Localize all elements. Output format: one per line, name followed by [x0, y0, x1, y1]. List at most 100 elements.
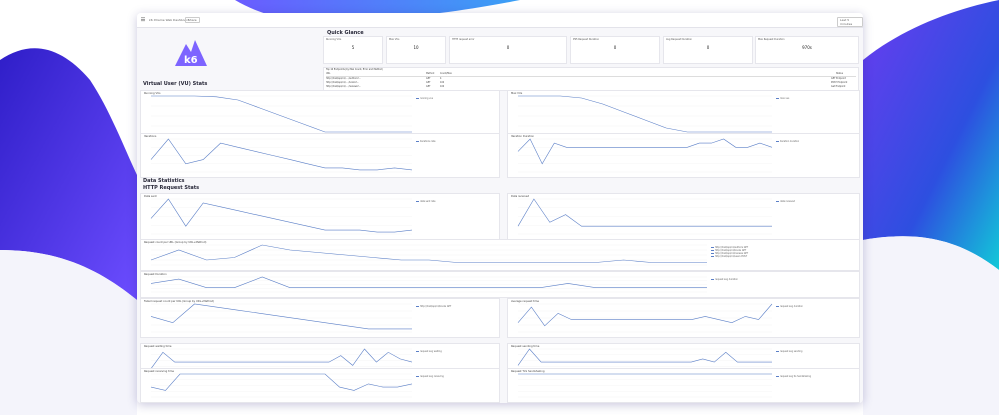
panel-title: Request sending time	[511, 345, 540, 348]
panel-p10[interactable]: Average request time request avg duration	[507, 298, 860, 338]
legend-item[interactable]: request avg duration	[711, 278, 738, 281]
legend-item[interactable]: http://host/api/v1/books GET	[711, 249, 746, 252]
stat-label: P95 Request Duration	[573, 38, 600, 41]
legend-item[interactable]: request avg waiting	[416, 350, 442, 353]
legend-item[interactable]: http://host/api/v1/books GET	[416, 305, 451, 308]
panel-title: Data received	[511, 195, 530, 198]
stat-value: 5	[351, 45, 355, 50]
panel-title: Request Duration	[144, 273, 167, 276]
top-bar: k6 Xtreme Web Dashboard Share Last 5 min…	[137, 13, 863, 28]
share-button[interactable]: Share	[185, 17, 200, 23]
stat-value: 0	[706, 45, 710, 50]
svg-text:k6: k6	[184, 55, 198, 66]
stat-card: Max VUs 10	[386, 36, 446, 64]
panel-title: Request waiting time	[144, 345, 172, 348]
legend-item[interactable]: request avg receiving	[416, 375, 444, 378]
stat-card: HTTP request error 0	[449, 36, 567, 64]
panel-p14[interactable]: Request TLS handshaking request avg tls h…	[507, 368, 860, 403]
legend-swatch	[416, 376, 419, 377]
panel-title: Request TLS handshaking	[511, 370, 545, 373]
line-chart	[150, 198, 413, 235]
stat-label: Avg Request Duration	[666, 38, 693, 41]
table-title: Top 10 Endpoints (by Max Count, Error an…	[326, 68, 383, 71]
series-line	[517, 198, 772, 227]
endpoints-table: Top 10 Endpoints (by Max Count, Error an…	[323, 67, 859, 91]
line-chart	[150, 276, 707, 293]
table-row[interactable]: http://host/api/v1/... /books?... GET 100 P…	[326, 81, 848, 84]
data-section-title: Data Statistics	[143, 178, 185, 184]
legend-swatch	[776, 376, 779, 377]
table-header: URL Method Count/Max Status	[326, 72, 856, 77]
legend-item[interactable]: request avg tls handshaking	[776, 375, 811, 378]
legend-item[interactable]: http://host/api/v1/authors GET	[711, 246, 748, 249]
stat-label: HTTP request error	[452, 38, 475, 41]
series-line	[150, 373, 413, 391]
series-line	[517, 348, 772, 366]
legend-swatch	[711, 279, 714, 280]
legend-item[interactable]: running vus	[416, 97, 433, 100]
legend-swatch	[776, 306, 779, 307]
panel-p6[interactable]: Data received data received	[507, 193, 860, 240]
http-section-title: HTTP Request Stats	[143, 185, 200, 191]
panel-p9[interactable]: Failed request count per URL (Group by U…	[140, 298, 500, 338]
series-line	[150, 276, 707, 288]
stat-value: 0	[506, 45, 510, 50]
legend-item[interactable]: http://host/api/v1/reviews GET	[711, 252, 748, 255]
legend-swatch	[776, 141, 779, 142]
stat-value: 970s	[802, 45, 812, 50]
panel-p4[interactable]: Iteration Duration iteration duration	[507, 133, 860, 178]
legend-item[interactable]: data sent rate	[416, 200, 436, 203]
panel-p7[interactable]: Request count per URL (Group by URL+Meth…	[140, 239, 860, 271]
dashboard-window: k6 Xtreme Web Dashboard Share Last 5 min…	[137, 13, 863, 403]
line-chart	[150, 373, 413, 398]
legend-item[interactable]: max vus	[776, 97, 789, 100]
legend-swatch	[776, 351, 779, 352]
legend-item[interactable]: iterations rate	[416, 140, 436, 143]
series-line	[517, 138, 773, 165]
panel-title: Request count per URL (Group by URL+Meth…	[144, 241, 207, 244]
stat-value: 10	[413, 45, 419, 50]
panel-title: Running VUs	[144, 92, 161, 95]
legend-swatch	[711, 253, 714, 254]
stat-label: Max Request Duration	[758, 38, 785, 41]
stat-label: Max VUs	[389, 38, 400, 41]
line-chart	[150, 138, 413, 173]
panel-p3[interactable]: Iterations iterations rate	[140, 133, 500, 178]
panel-p13[interactable]: Request receiving time request avg receiv…	[140, 368, 500, 403]
legend-swatch	[776, 201, 779, 202]
quick-glance-title: Quick Glance	[327, 30, 364, 36]
vu-section-title: Virtual User (VU) Stats	[143, 81, 208, 87]
line-chart	[517, 303, 773, 333]
legend-swatch	[711, 256, 714, 257]
line-chart	[150, 303, 412, 333]
panel-p8[interactable]: Request Duration request avg duration	[140, 271, 860, 298]
table-row[interactable]: http://host/api/v1/... /authors?... GET 4 G…	[326, 77, 846, 80]
stat-label: Running VUs	[326, 38, 342, 41]
series-line	[518, 95, 772, 133]
breadcrumb[interactable]: k6 Xtreme Web Dashboard	[149, 18, 190, 22]
legend-swatch	[416, 351, 419, 352]
series-line	[150, 244, 707, 263]
panel-p5[interactable]: Data sent data sent rate	[140, 193, 500, 240]
line-chart	[150, 244, 707, 266]
legend-item[interactable]: request avg sending	[776, 350, 802, 353]
legend-item[interactable]: iteration duration	[776, 140, 799, 143]
menu-icon[interactable]	[141, 17, 146, 22]
line-chart	[518, 373, 772, 398]
series-line	[151, 95, 412, 133]
legend-item[interactable]: request avg duration	[776, 305, 803, 308]
legend-item[interactable]: http://host/api/v1/users POST	[711, 255, 747, 258]
line-chart	[517, 198, 772, 235]
stat-card: Avg Request Duration 0	[663, 36, 753, 64]
legend-swatch	[416, 201, 419, 202]
series-line	[150, 198, 413, 233]
table-row[interactable]: http://host/api/v1/... /reviews?... GET 10…	[326, 85, 846, 88]
stat-card: Running VUs 5	[323, 36, 383, 64]
legend-swatch	[711, 250, 714, 251]
line-chart	[517, 138, 773, 173]
legend-item[interactable]: data received	[776, 200, 795, 203]
panel-title: Iterations	[144, 135, 157, 138]
series-line	[150, 348, 413, 369]
time-range-picker[interactable]: Last 5 minutes	[837, 17, 863, 27]
panel-title: Request receiving time	[144, 370, 174, 373]
